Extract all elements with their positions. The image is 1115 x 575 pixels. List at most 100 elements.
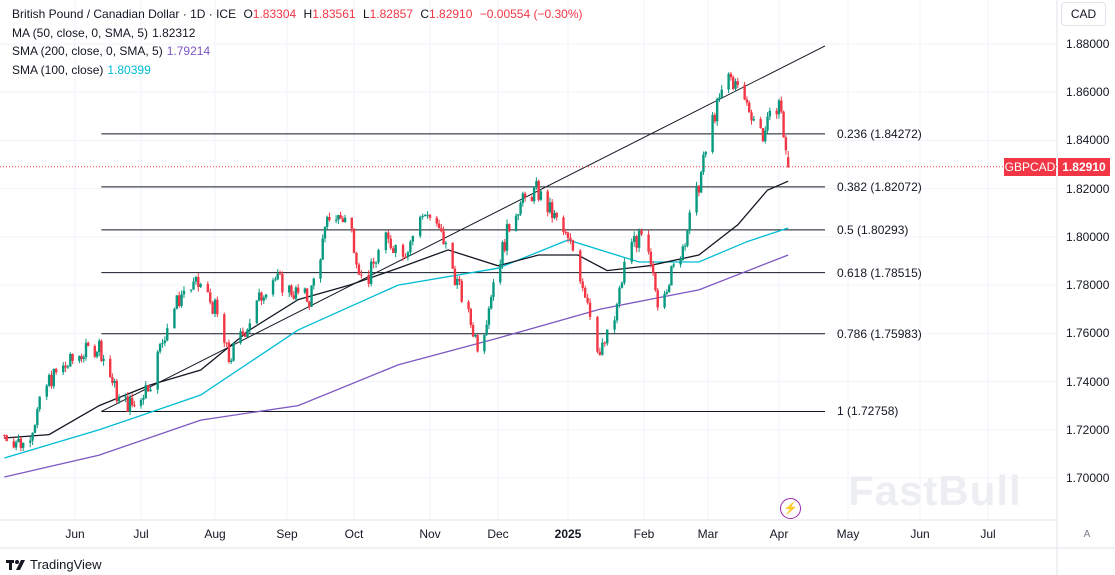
candle-body [334, 219, 338, 221]
candle-body [521, 193, 525, 204]
candle-body [66, 366, 70, 368]
candle-body [33, 425, 37, 433]
indicator-sma100[interactable]: SMA (100, close) 1.80399 [12, 61, 587, 80]
candle-body [649, 251, 653, 265]
candle-body [350, 217, 353, 229]
candle-body [546, 191, 549, 213]
price-tick: 1.70000 [1066, 470, 1110, 485]
candle-body [227, 342, 231, 362]
candle-body [133, 405, 136, 407]
currency-button[interactable]: CAD [1061, 2, 1106, 26]
price-tick: 1.82000 [1066, 181, 1110, 196]
candle-body [182, 290, 186, 295]
candle-body [262, 297, 265, 301]
candle-body [681, 246, 685, 260]
candle-body [623, 261, 626, 283]
candle-body [292, 295, 295, 299]
candle-body [213, 299, 217, 314]
candle-body [699, 171, 703, 193]
candle-body [69, 353, 72, 367]
price-tick: 1.84000 [1066, 133, 1110, 148]
candle-body [232, 343, 235, 361]
candle-body [784, 137, 788, 151]
candle-body [87, 342, 90, 346]
candle-body [469, 308, 472, 326]
candle-body [281, 274, 284, 293]
time-tick: Oct [344, 527, 364, 541]
candle-body [17, 438, 20, 443]
candle-body [499, 264, 502, 283]
candle-body [239, 331, 242, 344]
candle-body [211, 302, 214, 314]
candle-body [731, 77, 735, 89]
candle-body [144, 385, 147, 399]
price-tick: 1.76000 [1066, 326, 1110, 341]
candle-body [471, 325, 475, 337]
candle-body [713, 114, 717, 122]
time-tick: Sep [276, 527, 298, 541]
indicator-label: MA (50, close, 0, SMA, 5) [12, 25, 149, 40]
candle-body [720, 89, 723, 98]
candle-body [216, 299, 219, 315]
candle-body [339, 215, 342, 219]
candle-body [586, 297, 589, 303]
candle-body [411, 235, 415, 242]
candle-body [598, 351, 602, 355]
candle-body [326, 217, 329, 227]
candle-body [50, 374, 53, 387]
time-tick: Jun [910, 527, 930, 541]
time-tick: Nov [419, 527, 441, 541]
candle-body [194, 277, 198, 282]
candle-body [734, 81, 737, 89]
auto-scale-button[interactable]: A [1083, 529, 1091, 540]
candle-body [149, 389, 152, 392]
time-tick: Jul [980, 527, 996, 541]
candle-body [562, 217, 565, 232]
candle-body [637, 230, 641, 248]
candle-body [197, 277, 200, 287]
candle-body [566, 232, 570, 238]
candle-body [555, 212, 558, 218]
candle-body [113, 380, 116, 383]
candle-body [305, 288, 309, 302]
indicator-sma200[interactable]: SMA (200, close, 0, SMA, 5) 1.79214 [12, 42, 587, 61]
indicator-value: 1.79214 [166, 44, 211, 58]
candle-body [131, 397, 134, 406]
candle-body [367, 274, 370, 284]
sma200-line [4, 254, 789, 478]
fib-label: 0.236 (1.84272) [837, 126, 922, 141]
tradingview-logo[interactable]: TradingView [6, 557, 102, 572]
candle-body [158, 344, 162, 352]
candle-body [467, 301, 470, 309]
sma50-line [4, 180, 789, 439]
candle-body [670, 266, 673, 286]
candle-body [487, 308, 491, 325]
candle-body [166, 328, 169, 341]
fib-label: 0.618 (1.78515) [837, 265, 922, 280]
candle-body [241, 331, 245, 335]
candle-body [5, 435, 8, 442]
candle-body [111, 377, 114, 383]
candle-body [697, 185, 701, 193]
candle-body [743, 84, 746, 100]
candle-body [505, 224, 509, 251]
candle-body [248, 323, 252, 330]
candle-body [702, 154, 705, 172]
indicator-ma50[interactable]: MA (50, close, 0, SMA, 5) 1.82312 [12, 24, 587, 43]
close-label: C [420, 7, 430, 21]
trend-line [101, 45, 826, 412]
time-tick: Feb [633, 527, 655, 541]
candle-body [418, 216, 422, 236]
candle-body [519, 203, 522, 215]
lightning-icon[interactable]: ⚡ [780, 498, 801, 519]
candle-body [404, 256, 407, 258]
candle-body [156, 351, 159, 390]
symbol-header: British Pound / Canadian Dollar · 1D · I… [12, 5, 587, 24]
candle-body [601, 342, 604, 355]
candle-body [569, 237, 572, 241]
candle-body [501, 242, 504, 265]
sma100-line [4, 227, 789, 459]
candle-body [764, 130, 767, 142]
candle-body [21, 442, 25, 448]
